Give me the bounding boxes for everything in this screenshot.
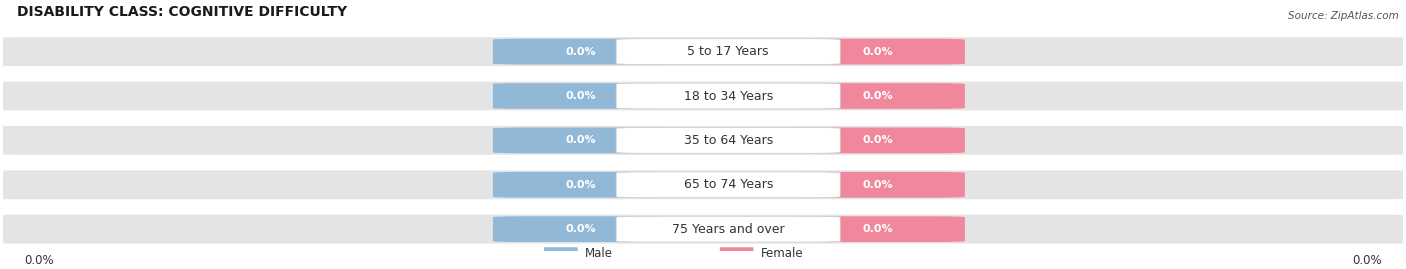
Text: 75 Years and over: 75 Years and over bbox=[672, 223, 785, 236]
Text: 0.0%: 0.0% bbox=[565, 47, 596, 56]
FancyBboxPatch shape bbox=[544, 247, 578, 260]
FancyBboxPatch shape bbox=[790, 172, 965, 198]
Text: 0.0%: 0.0% bbox=[862, 135, 893, 145]
FancyBboxPatch shape bbox=[0, 170, 1406, 199]
Text: 35 to 64 Years: 35 to 64 Years bbox=[683, 134, 773, 147]
FancyBboxPatch shape bbox=[0, 126, 1406, 155]
Text: 0.0%: 0.0% bbox=[862, 180, 893, 190]
FancyBboxPatch shape bbox=[616, 39, 841, 65]
FancyBboxPatch shape bbox=[790, 83, 965, 109]
FancyBboxPatch shape bbox=[720, 247, 754, 260]
Text: 5 to 17 Years: 5 to 17 Years bbox=[688, 45, 769, 58]
Text: Source: ZipAtlas.com: Source: ZipAtlas.com bbox=[1288, 11, 1399, 21]
Text: 0.0%: 0.0% bbox=[565, 180, 596, 190]
FancyBboxPatch shape bbox=[494, 83, 668, 109]
Text: Male: Male bbox=[585, 247, 613, 260]
Text: 0.0%: 0.0% bbox=[1353, 254, 1382, 267]
Text: 0.0%: 0.0% bbox=[565, 224, 596, 234]
FancyBboxPatch shape bbox=[494, 172, 668, 198]
Text: 65 to 74 Years: 65 to 74 Years bbox=[683, 178, 773, 191]
FancyBboxPatch shape bbox=[494, 128, 668, 153]
FancyBboxPatch shape bbox=[0, 215, 1406, 244]
Text: Female: Female bbox=[761, 247, 803, 260]
FancyBboxPatch shape bbox=[790, 216, 965, 242]
Text: 0.0%: 0.0% bbox=[862, 224, 893, 234]
Text: 0.0%: 0.0% bbox=[24, 254, 53, 267]
FancyBboxPatch shape bbox=[790, 39, 965, 65]
FancyBboxPatch shape bbox=[790, 128, 965, 153]
Text: 0.0%: 0.0% bbox=[565, 91, 596, 101]
Text: 0.0%: 0.0% bbox=[862, 47, 893, 56]
Text: 0.0%: 0.0% bbox=[565, 135, 596, 145]
Text: 0.0%: 0.0% bbox=[862, 91, 893, 101]
FancyBboxPatch shape bbox=[494, 39, 668, 65]
FancyBboxPatch shape bbox=[616, 216, 841, 242]
FancyBboxPatch shape bbox=[494, 216, 668, 242]
FancyBboxPatch shape bbox=[616, 83, 841, 109]
FancyBboxPatch shape bbox=[0, 82, 1406, 111]
Text: DISABILITY CLASS: COGNITIVE DIFFICULTY: DISABILITY CLASS: COGNITIVE DIFFICULTY bbox=[17, 5, 347, 19]
Text: 18 to 34 Years: 18 to 34 Years bbox=[683, 90, 773, 102]
FancyBboxPatch shape bbox=[616, 172, 841, 198]
FancyBboxPatch shape bbox=[616, 128, 841, 153]
FancyBboxPatch shape bbox=[0, 37, 1406, 66]
